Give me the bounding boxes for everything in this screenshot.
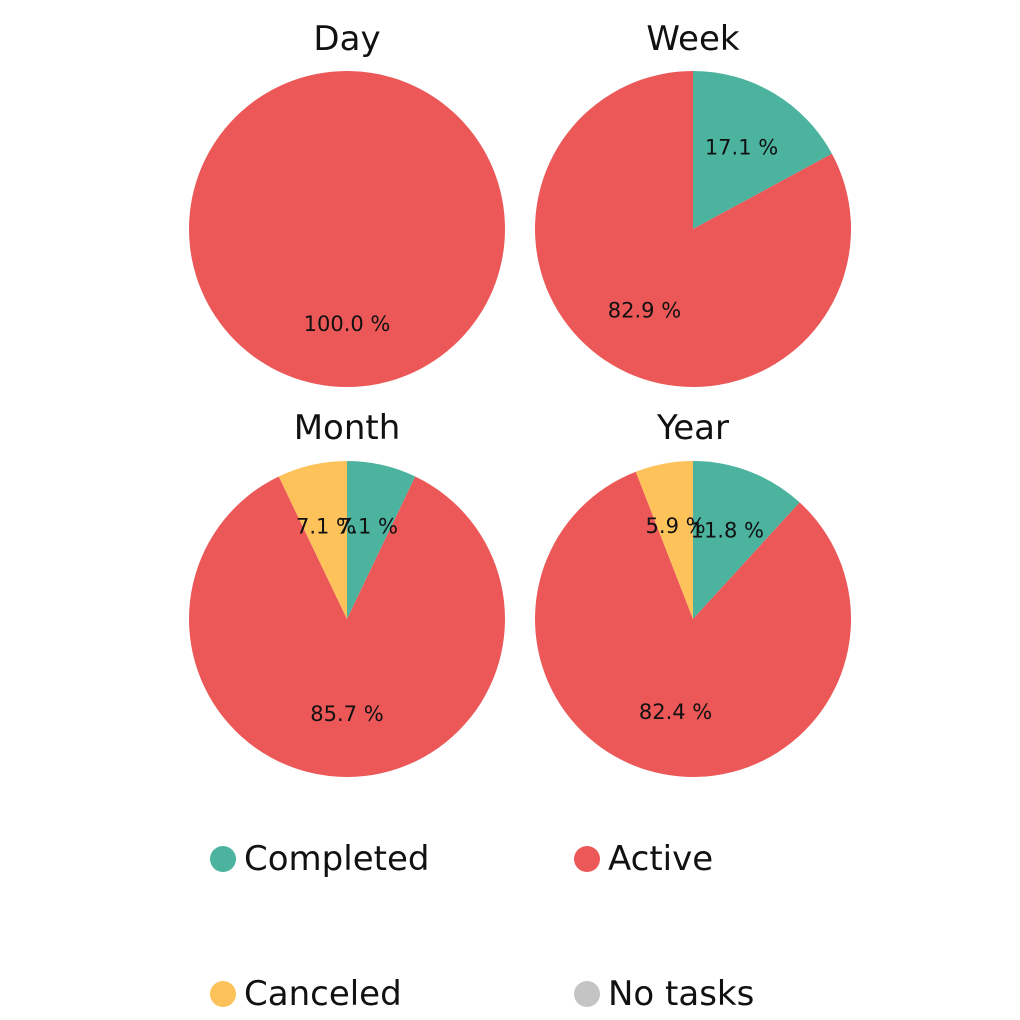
legend-label-completed: Completed	[244, 839, 430, 879]
pie-slice-day-active[interactable]	[189, 71, 505, 387]
legend-swatch-completed	[210, 846, 236, 872]
legend-item-no-tasks[interactable]: No tasks	[574, 969, 754, 1019]
legend-item-active[interactable]: Active	[574, 834, 713, 884]
pie-title-month: Month	[294, 408, 401, 448]
slice-label-month-active: 85.7 %	[310, 702, 383, 726]
legend-item-canceled[interactable]: Canceled	[210, 969, 402, 1019]
pie-title-year: Year	[656, 408, 729, 448]
legend-label-active: Active	[608, 839, 714, 879]
pie-day: Day 100.0 %	[189, 19, 505, 387]
pie-charts: Day 100.0 % Week 17.1 % 82.9 % Month 7.1 % 85.7…	[189, 19, 852, 777]
pie-slice-year-canceled[interactable]	[635, 461, 693, 619]
pie-week: Week 17.1 % 82.9 %	[535, 19, 852, 387]
pie-title-day: Day	[313, 19, 380, 59]
pie-title-week: Week	[646, 19, 739, 59]
pie-slice-month-completed[interactable]	[347, 461, 416, 619]
pie-slice-week-completed[interactable]	[693, 71, 832, 229]
pie-slice-week-active[interactable]	[535, 71, 852, 387]
slice-label-day-active: 100.0 %	[304, 312, 391, 336]
legend-swatch-active	[574, 846, 600, 872]
pie-slice-month-active[interactable]	[189, 476, 506, 777]
slice-label-year-active: 82.4 %	[639, 700, 712, 724]
pie-month: Month 7.1 % 85.7 % 7.1 %	[189, 408, 506, 777]
slice-label-week-active: 82.9 %	[608, 298, 681, 322]
legend-swatch-no-tasks	[574, 981, 600, 1007]
legend-label-canceled: Canceled	[244, 974, 402, 1014]
pie-slice-year-active[interactable]	[535, 471, 852, 777]
slice-label-month-canceled: 7.1 %	[296, 515, 356, 539]
legend-label-no-tasks: No tasks	[608, 974, 755, 1014]
legend-item-completed[interactable]: Completed	[210, 834, 429, 884]
pie-year: Year 11.8 % 82.4 % 5.9 %	[535, 408, 852, 777]
slice-label-year-canceled: 5.9 %	[646, 514, 706, 538]
legend-swatch-canceled	[210, 981, 236, 1007]
slice-label-week-completed: 17.1 %	[705, 136, 778, 160]
pie-slice-year-completed[interactable]	[693, 461, 800, 619]
slice-label-year-completed: 11.8 %	[691, 519, 764, 543]
slice-label-month-completed: 7.1 %	[338, 515, 398, 539]
pie-slice-month-canceled[interactable]	[278, 461, 347, 619]
legend: Completed Active Canceled No tasks	[0, 820, 1020, 1020]
